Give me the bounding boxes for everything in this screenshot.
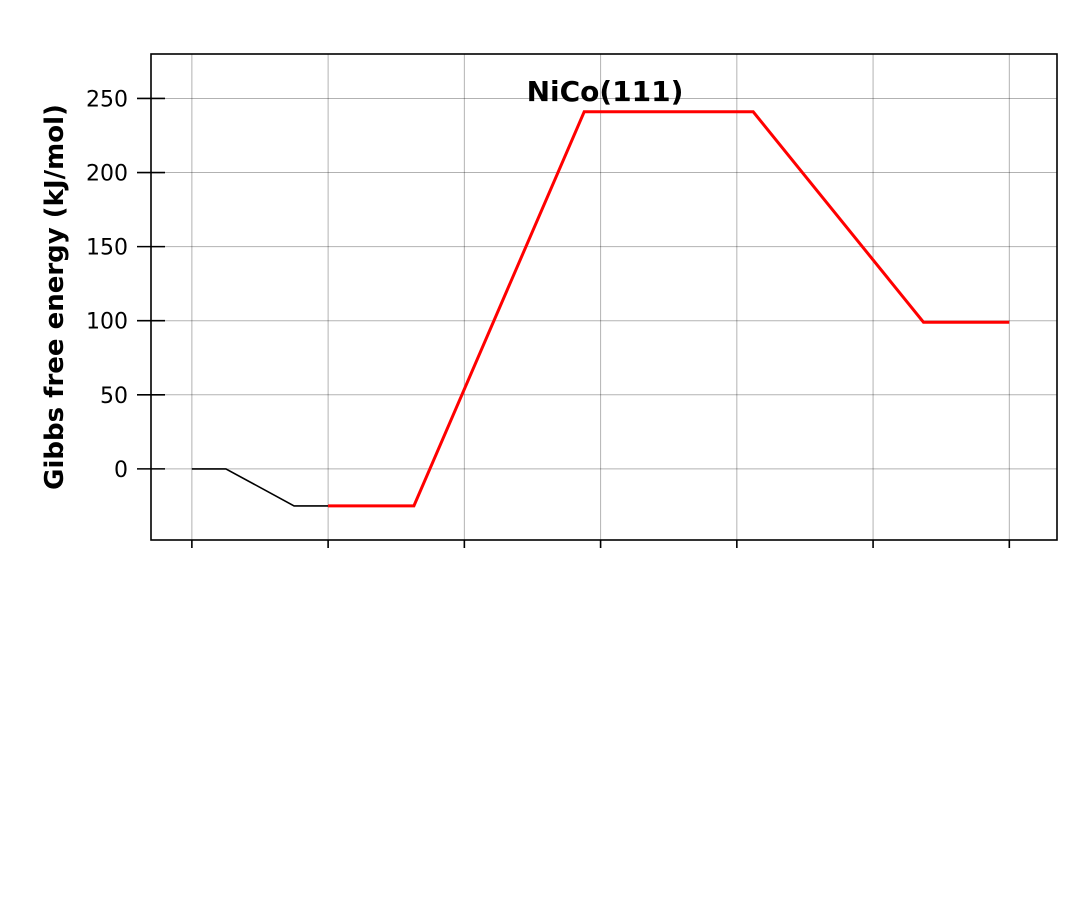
series-lines [191, 110, 1010, 508]
y-tick-label: 100 [86, 310, 128, 335]
plot-background [151, 54, 1057, 540]
series-line-1 [191, 468, 329, 507]
y-tick-label: 250 [86, 87, 128, 112]
series-line-2 [328, 110, 1010, 508]
x-axis-ticks [191, 540, 1011, 548]
y-tick-label: 50 [100, 384, 128, 409]
chart-annotation: NiCo(111) [527, 75, 684, 108]
y-axis-title: Gibbs free energy (kJ/mol) [40, 104, 70, 490]
y-tick-label: 200 [86, 162, 128, 187]
y-axis-ticks: 0 50 100 150 200 250 [86, 87, 165, 483]
grid-lines [151, 54, 1057, 540]
y-tick-label: 150 [86, 236, 128, 261]
plot-frame [150, 53, 1058, 541]
y-tick-label: 0 [114, 458, 128, 483]
